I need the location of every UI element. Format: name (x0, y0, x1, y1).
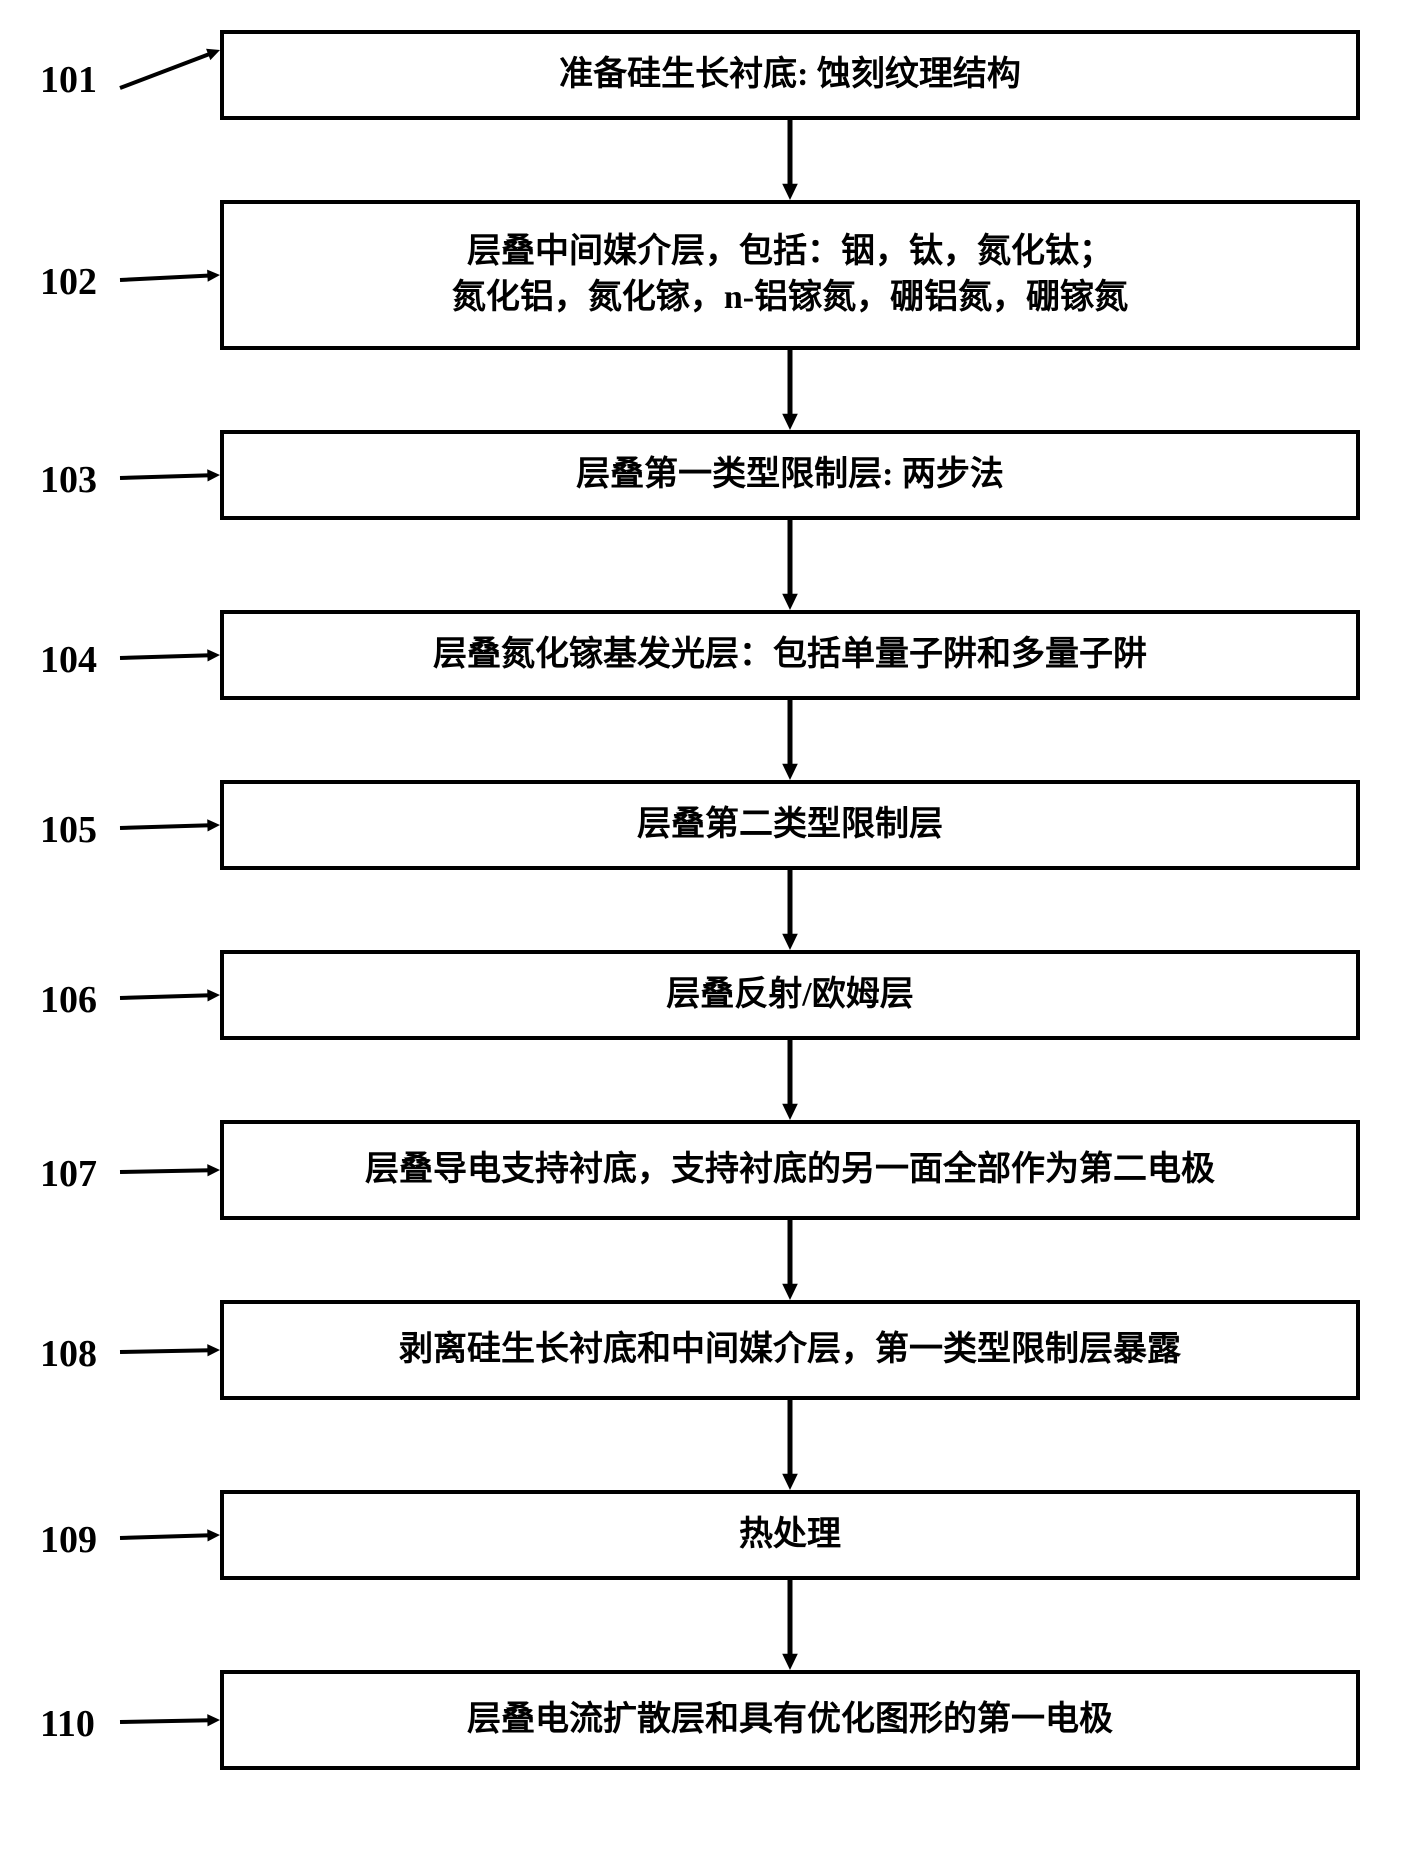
label-arrow-icon (106, 641, 234, 672)
flowchart-step-number: 108 (40, 1332, 97, 1376)
flowchart-step-text: 层叠氮化镓基发光层：包括单量子阱和多量子阱 (433, 632, 1147, 678)
flowchart-step-text: 层叠第二类型限制层 (637, 802, 943, 848)
label-arrow-icon (106, 1156, 234, 1186)
flowchart-step-text: 热处理 (739, 1512, 841, 1558)
flowchart-step-number: 110 (40, 1702, 95, 1746)
flowchart-step-text: 准备硅生长衬底: 蚀刻纹理结构 (559, 52, 1021, 98)
flowchart-step-number: 101 (40, 58, 97, 102)
label-arrow-icon (106, 1336, 234, 1366)
label-arrow-icon (106, 1706, 234, 1736)
flowchart-step-text: 层叠中间媒介层，包括：铟，钛，氮化钛； 氮化铝，氮化镓，n-铝镓氮，硼铝氮，硼镓… (452, 229, 1128, 321)
flowchart-step-text: 层叠反射/欧姆层 (666, 972, 913, 1018)
label-arrow-icon (106, 811, 234, 842)
flowchart-step-text: 剥离硅生长衬底和中间媒介层，第一类型限制层暴露 (399, 1327, 1181, 1373)
flowchart-step-number: 106 (40, 978, 97, 1022)
label-arrow-icon (106, 36, 234, 102)
flowchart-diagram: 准备硅生长衬底: 蚀刻纹理结构 101 层叠中间媒介层，包括：铟，钛，氮化钛； 氮化… (0, 0, 1423, 1852)
flowchart-step-number: 104 (40, 638, 97, 682)
label-arrow-icon (106, 1521, 234, 1552)
flowchart-step-text: 层叠第一类型限制层: 两步法 (576, 452, 1004, 498)
flowchart-step-number: 105 (40, 808, 97, 852)
flowchart-step-box: 层叠中间媒介层，包括：铟，钛，氮化钛； 氮化铝，氮化镓，n-铝镓氮，硼铝氮，硼镓… (220, 200, 1360, 350)
label-arrow-icon (106, 981, 234, 1012)
label-arrow-icon (106, 261, 234, 294)
flowchart-step-text: 层叠电流扩散层和具有优化图形的第一电极 (467, 1697, 1113, 1743)
label-arrow-icon (106, 461, 234, 492)
flowchart-step-number: 102 (40, 260, 97, 304)
flowchart-step-number: 107 (40, 1152, 97, 1196)
flowchart-step-number: 103 (40, 458, 97, 502)
flowchart-step-text: 层叠导电支持衬底，支持衬底的另一面全部作为第二电极 (365, 1147, 1215, 1193)
flowchart-step-box: 层叠电流扩散层和具有优化图形的第一电极 (220, 1670, 1360, 1770)
flowchart-step-number: 109 (40, 1518, 97, 1562)
